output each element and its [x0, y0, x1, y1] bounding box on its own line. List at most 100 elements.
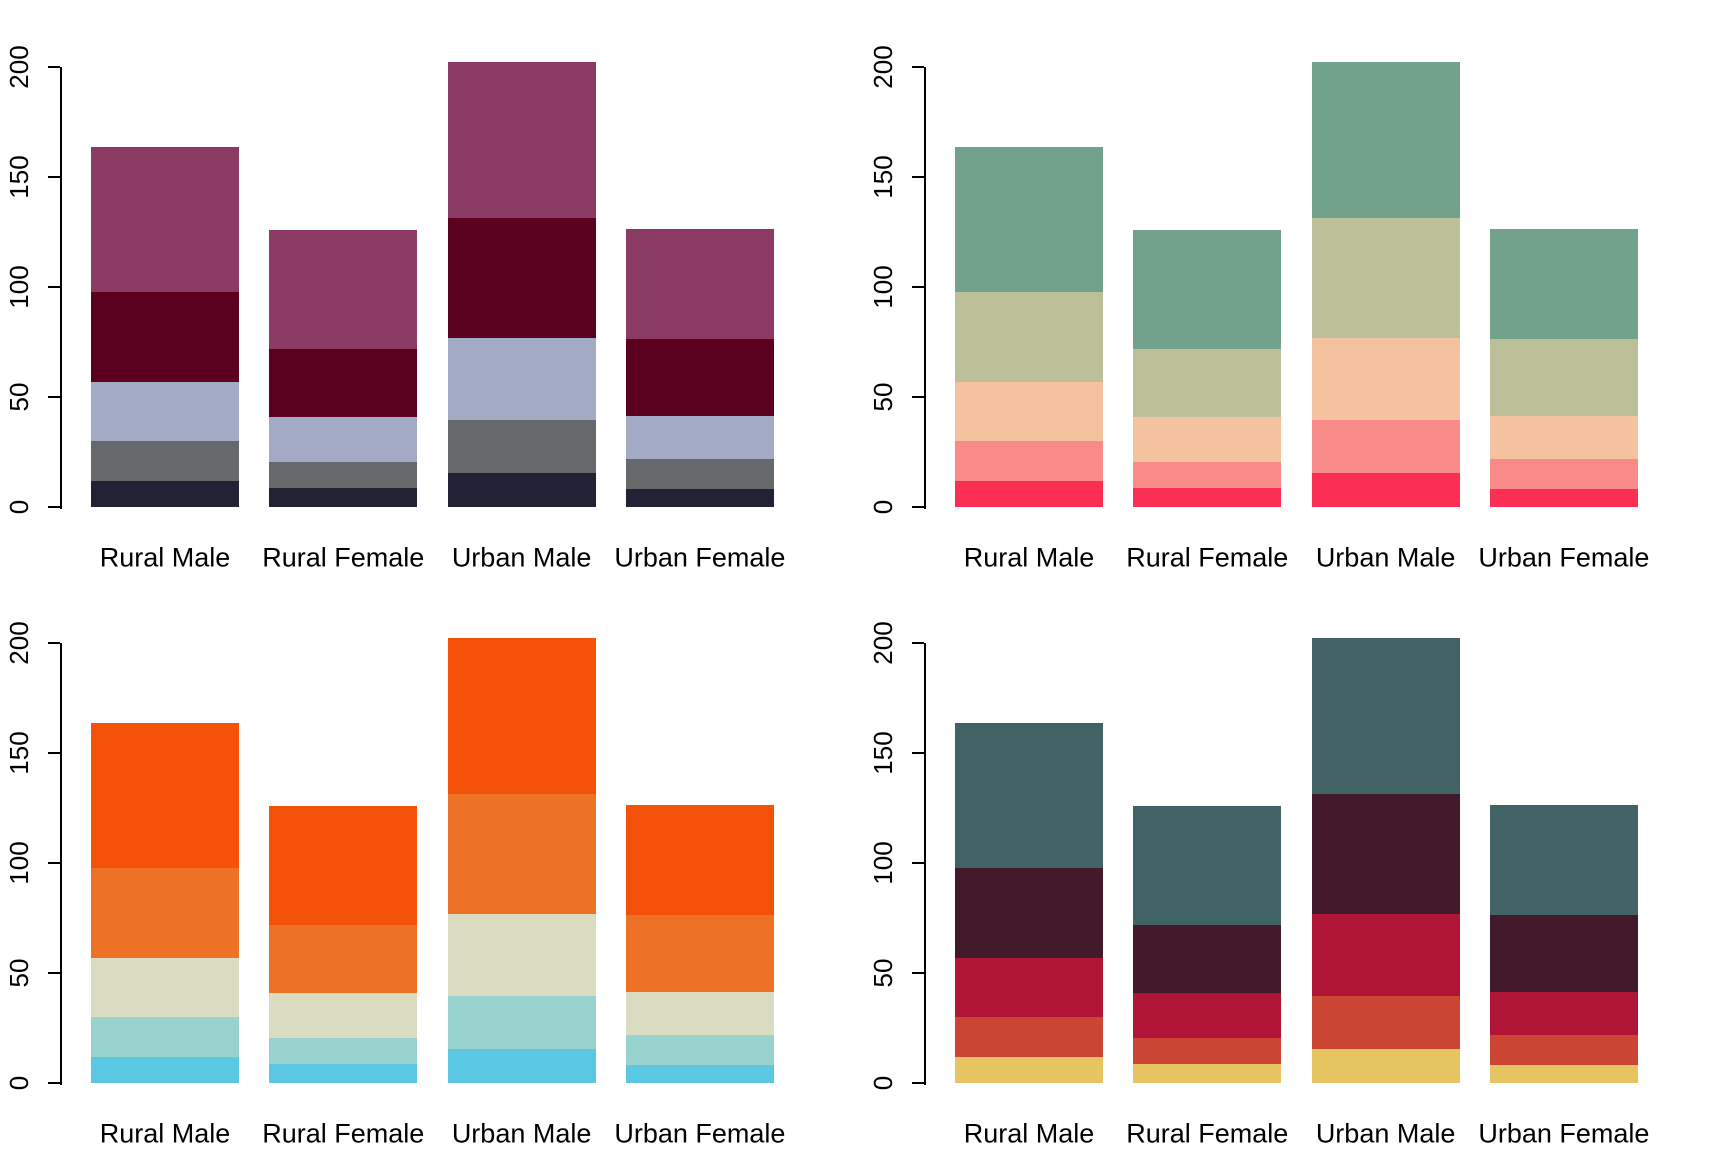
bar-urban-male-segment-5	[1312, 62, 1460, 218]
bar-rural-male-segment-5	[91, 723, 239, 868]
bar-rural-female-segment-4	[1133, 925, 1281, 993]
chart-panel-bottom-right: 0 50 100 150 200 Rural Male Rural Female Urban …	[864, 576, 1728, 1152]
y-axis-tick-mark	[912, 1082, 924, 1084]
bar-urban-female-segment-4	[1490, 339, 1638, 416]
bar-urban-female-segment-2	[626, 459, 774, 489]
bar-rural-female-segment-4	[269, 349, 417, 417]
bar-urban-male-segment-5	[1312, 638, 1460, 794]
y-tick-label: 0	[868, 1075, 898, 1091]
y-tick-label: 50	[4, 382, 34, 412]
y-tick-label: 150	[868, 155, 898, 199]
y-axis-tick-mark	[912, 286, 924, 288]
bar-urban-female-segment-2	[1490, 459, 1638, 489]
y-tick-label: 200	[868, 621, 898, 665]
bar-rural-male-segment-2	[955, 1017, 1103, 1057]
bar-rural-female-segment-1	[1133, 488, 1281, 507]
bar-rural-male-segment-2	[91, 441, 239, 481]
y-axis-line	[60, 67, 62, 509]
x-category-label-urban-male: Urban Male	[451, 542, 592, 573]
bar-urban-female-segment-3	[1490, 416, 1638, 459]
bar-urban-male-segment-1	[448, 1049, 596, 1083]
y-axis-tick-mark	[48, 862, 60, 864]
bar-urban-male-segment-2	[1312, 420, 1460, 473]
bar-rural-female-segment-3	[1133, 993, 1281, 1038]
bar-rural-female-segment-3	[1133, 417, 1281, 462]
bar-rural-male-segment-4	[955, 868, 1103, 958]
chart-panel-top-left: 0 50 100 150 200 Rural Male Rural Female Urban …	[0, 0, 864, 576]
y-axis-tick-mark	[912, 752, 924, 754]
y-axis-tick-mark	[912, 396, 924, 398]
bar-rural-male-segment-1	[91, 481, 239, 507]
bar-rural-female-segment-5	[1133, 230, 1281, 349]
y-tick-label: 0	[4, 1075, 34, 1091]
bar-urban-female-segment-5	[1490, 229, 1638, 339]
y-axis-line	[924, 643, 926, 1085]
bar-rural-male-segment-3	[91, 382, 239, 441]
bar-urban-male-segment-3	[448, 338, 596, 420]
bar-urban-male-segment-2	[448, 996, 596, 1049]
y-axis-tick-mark	[48, 66, 60, 68]
y-tick-label: 200	[4, 45, 34, 89]
bar-rural-male-segment-1	[91, 1057, 239, 1083]
bar-rural-female-segment-2	[1133, 462, 1281, 488]
y-axis-line	[924, 67, 926, 509]
bar-urban-female-segment-5	[626, 805, 774, 915]
chart-panel-bottom-left: 0 50 100 150 200 Rural Male Rural Female Urban …	[0, 576, 864, 1152]
bar-urban-female-segment-1	[1490, 489, 1638, 507]
bar-urban-female-segment-5	[1490, 805, 1638, 915]
y-axis-tick-mark	[48, 176, 60, 178]
bar-rural-male-segment-4	[955, 292, 1103, 382]
y-tick-label: 100	[4, 841, 34, 885]
y-tick-label: 0	[868, 499, 898, 515]
bar-rural-female-segment-1	[1133, 1064, 1281, 1083]
x-category-label-rural-male: Rural Male	[99, 542, 231, 573]
x-category-label-urban-male: Urban Male	[1315, 1118, 1456, 1149]
bar-urban-female-segment-2	[626, 1035, 774, 1065]
bar-urban-female-segment-3	[1490, 992, 1638, 1035]
bar-rural-female-segment-2	[269, 1038, 417, 1064]
bar-rural-male-segment-5	[91, 147, 239, 292]
y-axis-tick-mark	[48, 972, 60, 974]
bar-rural-female-segment-4	[269, 925, 417, 993]
y-axis-tick-mark	[912, 506, 924, 508]
bar-urban-female-segment-1	[1490, 1065, 1638, 1083]
x-category-label-urban-female: Urban Female	[614, 542, 786, 573]
y-tick-label: 150	[4, 155, 34, 199]
bar-urban-female-segment-4	[1490, 915, 1638, 992]
y-tick-label: 50	[868, 958, 898, 988]
bar-rural-female-segment-1	[269, 1064, 417, 1083]
x-category-label-urban-female: Urban Female	[1478, 1118, 1650, 1149]
bar-urban-female-segment-5	[626, 229, 774, 339]
bar-rural-male-segment-3	[91, 958, 239, 1017]
y-axis-tick-mark	[912, 66, 924, 68]
bar-urban-male-segment-2	[1312, 996, 1460, 1049]
y-axis-tick-mark	[48, 286, 60, 288]
bar-rural-male-segment-1	[955, 1057, 1103, 1083]
y-tick-label: 50	[868, 382, 898, 412]
bar-rural-female-segment-2	[269, 462, 417, 488]
y-axis-tick-mark	[48, 752, 60, 754]
bar-urban-male-segment-2	[448, 420, 596, 473]
y-tick-label: 100	[868, 265, 898, 309]
bar-urban-male-segment-4	[448, 218, 596, 338]
bar-urban-male-segment-3	[1312, 914, 1460, 996]
x-category-label-rural-female: Rural Female	[1126, 542, 1289, 573]
bar-rural-male-segment-2	[91, 1017, 239, 1057]
bar-rural-male-segment-1	[955, 481, 1103, 507]
bar-rural-male-segment-3	[955, 382, 1103, 441]
y-axis-tick-mark	[48, 642, 60, 644]
y-axis-tick-mark	[48, 396, 60, 398]
bar-urban-female-segment-2	[1490, 1035, 1638, 1065]
bar-rural-female-segment-1	[269, 488, 417, 507]
x-category-label-urban-female: Urban Female	[614, 1118, 786, 1149]
y-tick-label: 150	[868, 731, 898, 775]
y-axis-tick-mark	[912, 642, 924, 644]
bar-urban-female-segment-3	[626, 992, 774, 1035]
bar-urban-male-segment-5	[448, 638, 596, 794]
bar-rural-male-segment-4	[91, 868, 239, 958]
y-tick-label: 200	[868, 45, 898, 89]
y-axis-tick-mark	[912, 862, 924, 864]
bar-rural-female-segment-2	[1133, 1038, 1281, 1064]
bar-rural-male-segment-2	[955, 441, 1103, 481]
